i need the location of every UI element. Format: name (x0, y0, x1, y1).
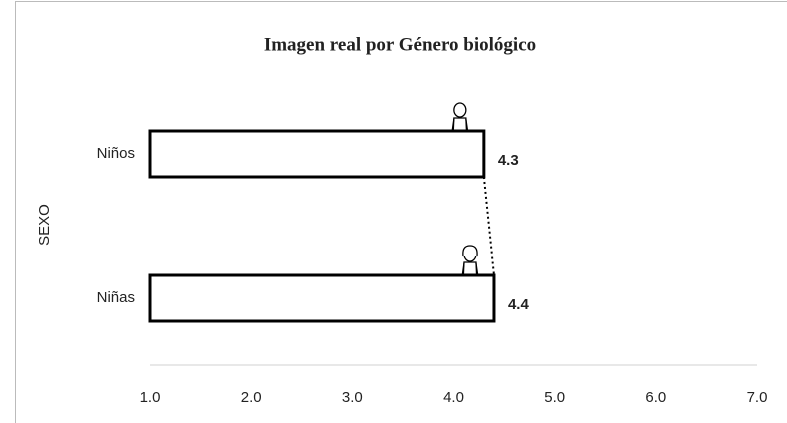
x-tick-label: 2.0 (241, 389, 262, 406)
connector (482, 176, 495, 276)
bar (148, 273, 496, 323)
x-tick-label: 3.0 (342, 389, 363, 406)
bar (148, 129, 486, 179)
chart-frame (15, 1, 787, 423)
y-tick-label: Niñas (97, 289, 135, 306)
x-tick-label: 6.0 (645, 389, 666, 406)
x-tick-label: 4.0 (443, 389, 464, 406)
value-label: 4.3 (498, 152, 519, 169)
y-axis-label: SEXO (36, 204, 53, 246)
x-tick-label: 5.0 (544, 389, 565, 406)
figure-head (453, 102, 467, 118)
chart-title: Imagen real por Género biológico (264, 34, 536, 55)
figure-hair (462, 245, 478, 257)
value-label: 4.4 (508, 296, 530, 313)
x-tick-label: 1.0 (140, 389, 161, 406)
x-tick-label: 7.0 (747, 389, 768, 406)
y-tick-label: Niños (97, 145, 135, 162)
